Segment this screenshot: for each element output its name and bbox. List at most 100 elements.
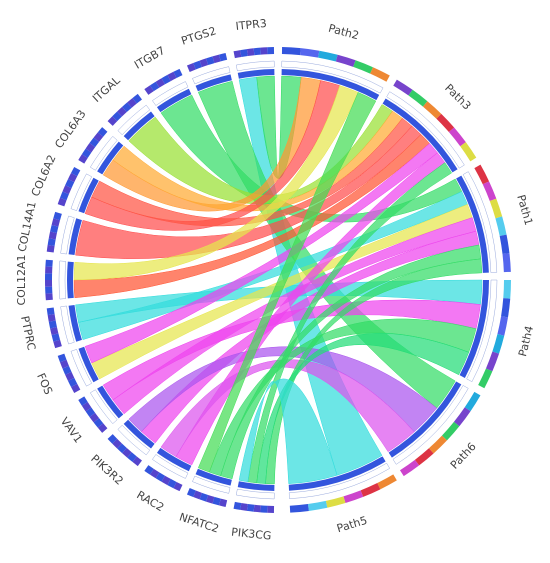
inner-ring (156, 88, 192, 113)
outer-ring (193, 490, 202, 500)
ribbon (209, 318, 477, 477)
outer-ring (85, 407, 96, 417)
outer-ring (46, 307, 55, 316)
outer-ring (62, 365, 72, 375)
inner-ring (156, 447, 192, 472)
middle-ring (386, 91, 465, 169)
ribbon (73, 134, 430, 299)
outer-ring (260, 47, 268, 55)
ribbon (160, 359, 415, 458)
inner-ring (123, 419, 155, 449)
outer-ring (199, 58, 209, 68)
ribbon (238, 378, 338, 484)
middle-ring (89, 135, 118, 171)
gene-label: FOS (34, 371, 55, 396)
outer-ring (497, 316, 508, 336)
gene-label: COL6A3 (52, 108, 88, 151)
outer-ring (448, 127, 466, 147)
inner-ring (123, 111, 155, 141)
inner-ring (68, 304, 82, 342)
outer-ring (205, 56, 215, 66)
middle-ring (392, 385, 469, 465)
middle-ring (152, 454, 189, 479)
outer-ring (48, 231, 57, 240)
outer-ring (199, 492, 209, 502)
outer-ring (117, 106, 127, 117)
outer-ring (212, 496, 221, 506)
outer-ring (335, 54, 356, 67)
outer-ring (50, 326, 59, 336)
gene-label: NFATC2 (178, 510, 221, 535)
inner-ring (67, 261, 74, 299)
outer-ring (65, 371, 75, 381)
inner-ring (78, 177, 99, 214)
outer-ring (503, 280, 511, 299)
outer-ring (428, 435, 448, 454)
gene-label: COL6A2 (29, 153, 59, 198)
outer-ring (53, 339, 62, 349)
outer-ring (492, 334, 505, 354)
outer-ring (253, 504, 261, 513)
outer-ring (67, 377, 78, 387)
middle-ring (60, 215, 75, 255)
outer-ring (93, 132, 104, 142)
outer-ring (45, 273, 53, 280)
outer-ring (97, 423, 108, 433)
outer-ring (370, 67, 390, 82)
outer-ring (377, 474, 397, 490)
outer-ring (89, 137, 100, 148)
outer-ring (436, 113, 455, 133)
pathway-label: Path1 (514, 193, 535, 227)
outer-ring (219, 52, 228, 62)
outer-ring (122, 447, 132, 458)
outer-ring (240, 49, 248, 57)
gene-label: PTPRC (18, 315, 38, 352)
outer-ring (186, 488, 196, 498)
outer-ring (107, 116, 118, 126)
outer-ring (453, 407, 471, 427)
outer-ring (127, 452, 137, 462)
ribbon (128, 346, 438, 433)
outer-ring (51, 218, 61, 227)
outer-ring (89, 412, 100, 423)
pathway-label: Path3 (442, 81, 473, 112)
outer-ring (318, 50, 338, 62)
middle-ring (152, 81, 189, 106)
middle-ring (117, 424, 151, 456)
pathway-label: Path5 (335, 514, 369, 535)
inner-ring (288, 456, 386, 491)
outer-ring (343, 490, 364, 504)
middle-ring (70, 349, 93, 387)
outer-ring (78, 154, 88, 164)
outer-ring (59, 191, 69, 201)
ribbon (91, 117, 413, 227)
outer-ring (51, 333, 61, 342)
outer-ring (495, 216, 507, 237)
outer-ring (246, 503, 255, 512)
middle-ring (192, 475, 231, 494)
inner-ring (78, 346, 99, 383)
inner-ring (456, 175, 489, 273)
middle-ring (235, 488, 275, 500)
outer-ring (281, 47, 301, 56)
outer-ring (173, 68, 183, 79)
gene-label: PTGS2 (180, 24, 218, 47)
ribbon (247, 162, 452, 484)
outer-ring (499, 234, 510, 254)
gene-label: ITPR3 (235, 17, 267, 33)
outer-ring (393, 79, 413, 96)
outer-ring (62, 185, 72, 195)
outer-ring (173, 481, 183, 492)
inner-ring (195, 468, 232, 486)
middle-ring (288, 462, 391, 499)
ribbon (73, 85, 359, 281)
outer-ring (67, 173, 78, 183)
middle-ring (117, 104, 151, 136)
pathway-label: Path4 (516, 324, 536, 357)
outer-ring (71, 383, 81, 393)
outer-ring (307, 500, 328, 511)
middle-ring (58, 260, 67, 300)
inner-ring (97, 141, 124, 175)
middle-ring (70, 173, 93, 211)
